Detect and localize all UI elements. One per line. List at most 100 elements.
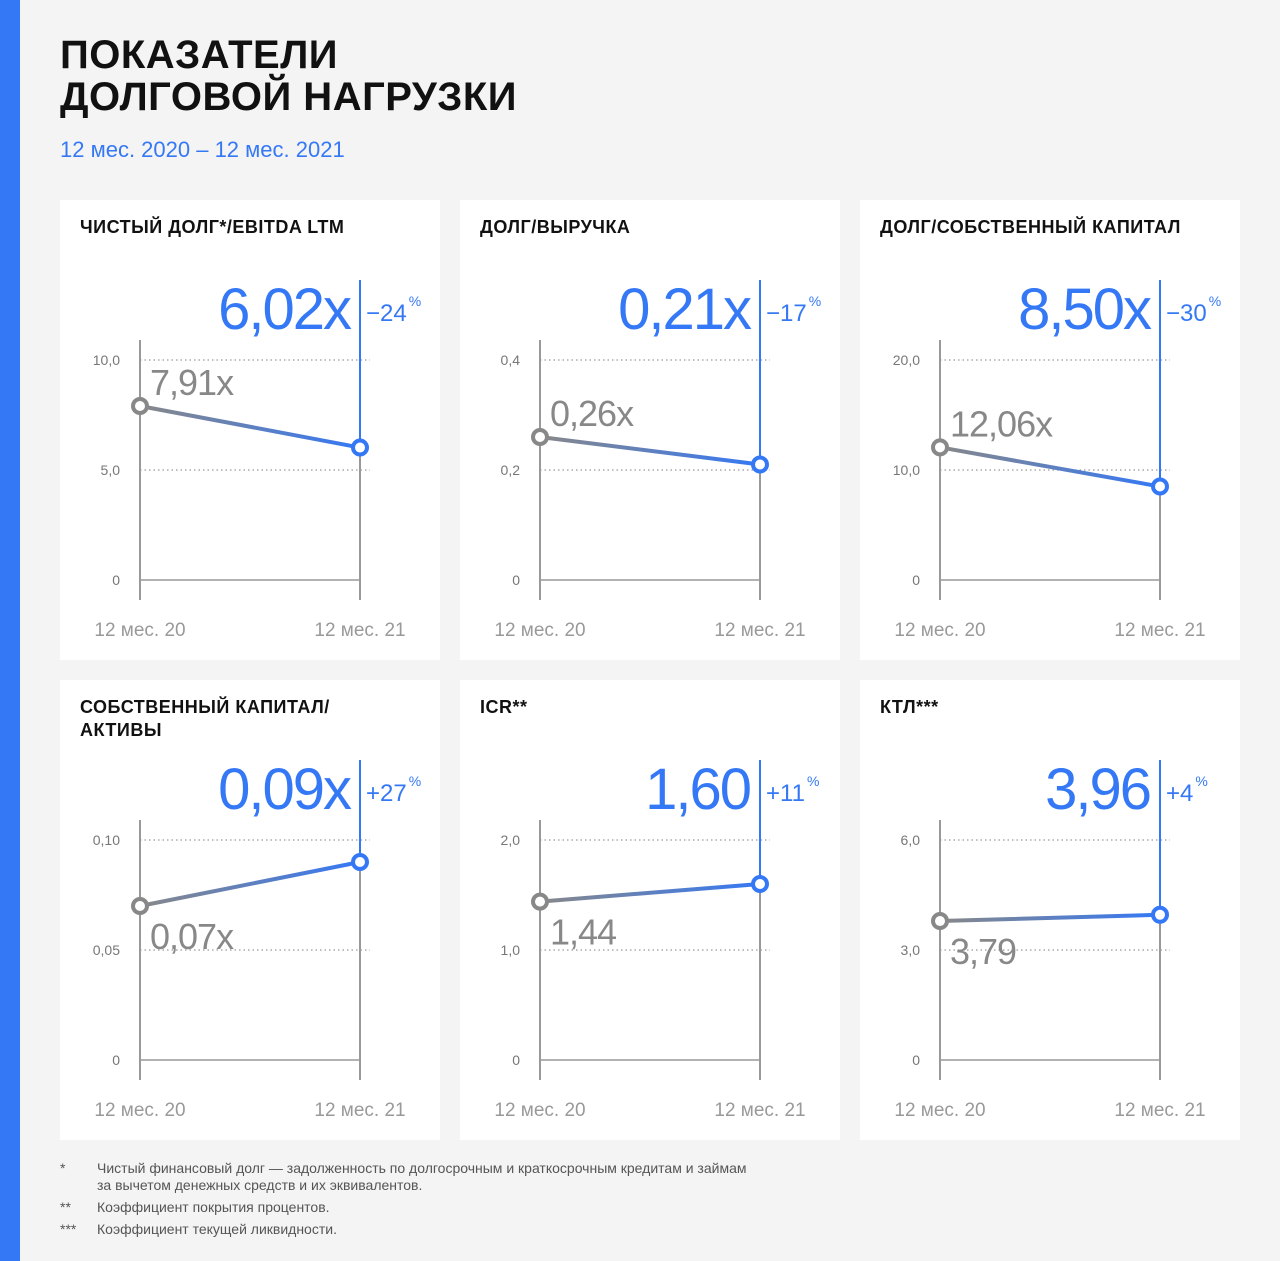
- series-line: [538, 882, 762, 904]
- end-value-label: 0,09x: [218, 757, 352, 822]
- y-tick-label: 20,0: [893, 352, 920, 368]
- chart-card-debt-equity: ДОЛГ/СОБСТВЕННЫЙ КАПИТАЛ 0 10,0 20,0 12,06x…: [860, 200, 1240, 660]
- line-chart: 0 0,2 0,4 0,26x 0,21x −17 % 12 мес. 20 12 мес. 2…: [494, 277, 821, 641]
- chart-card-net-debt-ebitda: ЧИСТЫЙ ДОЛГ*/EBITDA LTM 0 5,0 10,0 7,91x 6,0…: [60, 200, 440, 660]
- card-title-line: КТЛ***: [880, 697, 939, 717]
- chart-card-equity-assets: СОБСТВЕННЫЙ КАПИТАЛ/ АКТИВЫ 0 0,05 0,10 0,0…: [60, 680, 440, 1140]
- card-title-line: СОБСТВЕННЫЙ КАПИТАЛ/: [80, 697, 330, 717]
- data-point-end: [351, 853, 369, 871]
- accent-bar: [0, 0, 20, 1261]
- x-tick-label: 12 мес. 20: [894, 620, 985, 641]
- change-label: −17: [766, 300, 807, 327]
- change-label: −30: [1166, 300, 1207, 327]
- change-unit: %: [1195, 773, 1207, 789]
- change-label: +4: [1166, 780, 1193, 807]
- card-title-line: ДОЛГ/СОБСТВЕННЫЙ КАПИТАЛ: [880, 217, 1181, 237]
- data-point-start: [931, 438, 949, 457]
- footnote-text: Коэффициент текущей ликвидности.: [97, 1221, 746, 1238]
- y-tick-label: 0: [912, 572, 920, 588]
- x-tick-label: 12 мес. 21: [314, 1100, 405, 1121]
- footnote-mark: **: [60, 1199, 71, 1215]
- start-value-label: 12,06x: [950, 403, 1053, 444]
- footnote-line: Коэффициент текущей ликвидности.: [97, 1221, 337, 1237]
- x-tick-label: 12 мес. 20: [94, 1100, 185, 1121]
- start-value-label: 1,44: [550, 912, 616, 953]
- y-tick-label: 0,4: [501, 352, 521, 368]
- end-value-label: 1,60: [645, 757, 750, 822]
- data-point-end: [751, 455, 769, 474]
- series-line: [938, 445, 1162, 489]
- y-tick-label: 0,10: [93, 832, 120, 848]
- series-line: [538, 435, 762, 467]
- end-value-label: 0,21x: [618, 277, 752, 342]
- data-point-start: [931, 912, 949, 931]
- card-title-line: ЧИСТЫЙ ДОЛГ*/EBITDA LTM: [80, 217, 345, 237]
- change-unit: %: [409, 293, 421, 309]
- y-tick-label: 0,05: [93, 942, 120, 958]
- card-title-line: ДОЛГ/ВЫРУЧКА: [480, 217, 631, 237]
- start-value-label: 3,79: [950, 931, 1016, 972]
- y-tick-label: 0: [112, 1052, 120, 1068]
- y-tick-label: 0: [112, 572, 120, 588]
- y-tick-label: 5,0: [101, 462, 121, 478]
- change-label: −24: [366, 300, 407, 327]
- y-tick-label: 1,0: [501, 942, 521, 958]
- series-line: [138, 403, 362, 450]
- data-point-end: [1151, 905, 1169, 924]
- series-line: [938, 912, 1162, 924]
- footnote-line: за вычетом денежных средств и их эквивал…: [97, 1177, 423, 1193]
- y-tick-label: 0,2: [501, 462, 521, 478]
- end-value-label: 8,50x: [1018, 277, 1152, 342]
- change-label: +11: [766, 780, 805, 807]
- x-tick-label: 12 мес. 21: [1114, 1100, 1205, 1121]
- card-title: ДОЛГ/ВЫРУЧКА: [480, 216, 825, 239]
- change-unit: %: [809, 293, 821, 309]
- footnote-line: Коэффициент покрытия процентов.: [97, 1199, 330, 1215]
- change-unit: %: [409, 773, 421, 789]
- card-title: КТЛ***: [880, 696, 1225, 719]
- card-title: ДОЛГ/СОБСТВЕННЫЙ КАПИТАЛ: [880, 216, 1225, 239]
- data-point-end: [751, 875, 769, 893]
- footnotes: * Чистый финансовый долг — задолженность…: [60, 1160, 746, 1243]
- y-tick-label: 0: [512, 572, 520, 588]
- card-title-line: ICR**: [480, 697, 528, 717]
- x-tick-label: 12 мес. 20: [494, 1100, 585, 1121]
- footnote-text: Чистый финансовый долг — задолженность п…: [97, 1160, 746, 1194]
- y-tick-label: 2,0: [501, 832, 521, 848]
- data-point-end: [351, 438, 369, 457]
- data-point-start: [531, 428, 549, 446]
- x-tick-label: 12 мес. 21: [314, 620, 405, 641]
- x-tick-label: 12 мес. 21: [1114, 620, 1205, 641]
- line-chart: 0 5,0 10,0 7,91x 6,02x −24 % 12 мес. 20 12 мес. …: [93, 277, 421, 641]
- change-label: +27: [366, 780, 407, 807]
- footnote: * Чистый финансовый долг — задолженность…: [60, 1160, 746, 1194]
- chart-card-debt-revenue: ДОЛГ/ВЫРУЧКА 0 0,2 0,4 0,26x 0,21x −17% 12 мес…: [460, 200, 840, 660]
- series-line: [138, 860, 362, 908]
- x-tick-label: 12 мес. 20: [894, 1100, 985, 1121]
- card-title-line: АКТИВЫ: [80, 720, 162, 740]
- data-point-start: [131, 396, 149, 415]
- footnote-line: Чистый финансовый долг — задолженность п…: [97, 1160, 747, 1176]
- end-value-label: 3,96: [1045, 757, 1150, 822]
- line-chart: 0 0,05 0,10 0,07x 0,09x +27 % 12 мес. 20 12 мес.…: [93, 757, 421, 1121]
- card-title: ICR**: [480, 696, 825, 719]
- chart-card-icr: ICR** 0 1,0 2,0 1,44 1,60 +11% 12 мес. 20 12 ме…: [460, 680, 840, 1140]
- y-tick-label: 10,0: [93, 352, 120, 368]
- change-unit: %: [807, 773, 819, 789]
- y-tick-label: 10,0: [893, 462, 920, 478]
- page-title: ПОКАЗАТЕЛИ ДОЛГОВОЙ НАГРУЗКИ: [60, 34, 517, 118]
- x-tick-label: 12 мес. 20: [494, 620, 585, 641]
- line-chart: 0 1,0 2,0 1,44 1,60 +11 % 12 мес. 20 12 мес. 21: [494, 757, 819, 1121]
- y-tick-label: 0: [912, 1052, 920, 1068]
- data-point-start: [531, 892, 549, 911]
- period-subtitle: 12 мес. 2020 – 12 мес. 2021: [60, 137, 345, 162]
- page-title-line-2: ДОЛГОВОЙ НАГРУЗКИ: [60, 75, 518, 119]
- end-value-label: 6,02x: [218, 277, 352, 342]
- footnote-text: Коэффициент покрытия процентов.: [97, 1199, 746, 1216]
- line-chart: 0 10,0 20,0 12,06x 8,50x −30 % 12 мес. 20 12 мес…: [893, 277, 1221, 641]
- data-point-start: [131, 897, 149, 915]
- y-tick-label: 3,0: [901, 942, 921, 958]
- footnote-mark: *: [60, 1160, 66, 1176]
- start-value-label: 0,26x: [550, 393, 634, 434]
- x-tick-label: 12 мес. 21: [714, 620, 805, 641]
